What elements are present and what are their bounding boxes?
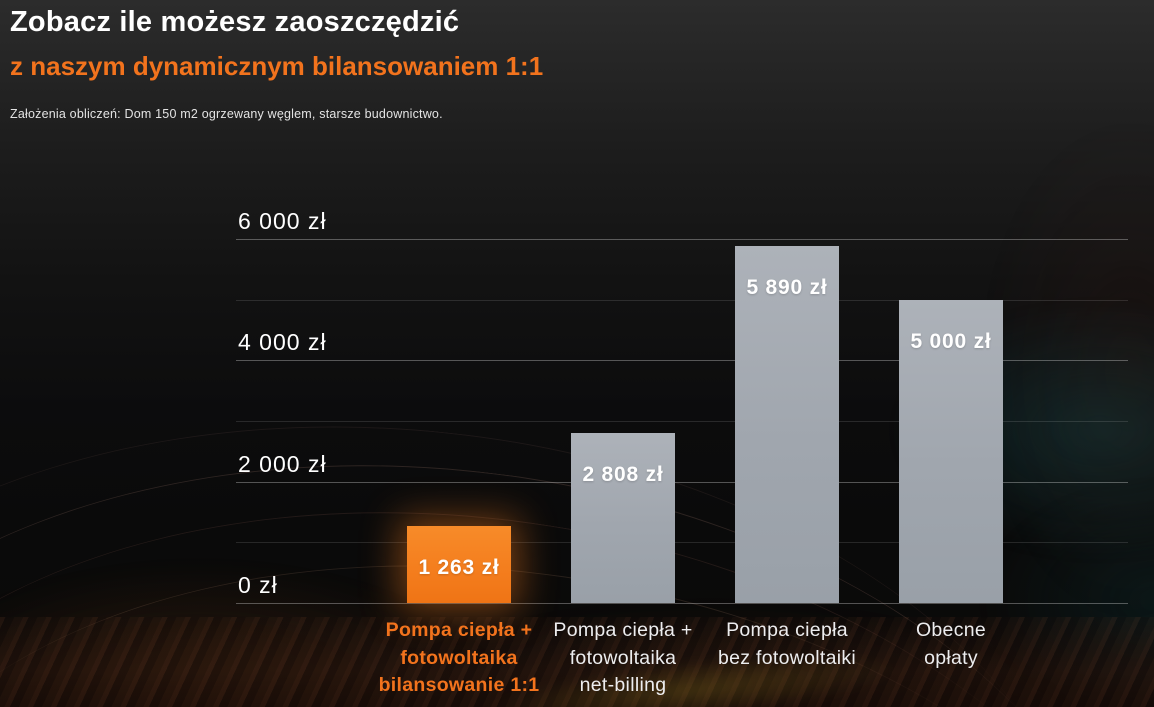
category-label-1: Pompa ciepła + fotowoltaika net-billing [553, 619, 693, 696]
gridline-minor-1000 [236, 542, 1128, 544]
bar-value-label-0: 1 263 zł [418, 556, 500, 579]
category-label-2: Pompa ciepła bez fotowoltaiki [717, 619, 857, 669]
y-tick-label-4000: 4 000 zł [238, 329, 327, 356]
y-tick-label-6000: 6 000 zł [238, 208, 327, 234]
bar-2: 5 890 zł [735, 246, 839, 603]
bar-0: 1 263 zł [407, 526, 511, 603]
gridline-2000 [236, 481, 1128, 483]
y-tick-label-2000: 2 000 zł [238, 450, 327, 477]
bar-value-label-1: 2 808 zł [582, 463, 664, 486]
page-title: Zobacz ile możesz zaoszczędzić [10, 6, 460, 38]
y-tick-label-0: 0 zł [238, 572, 278, 598]
gridline-minor-3000 [236, 421, 1128, 422]
bar-1: 2 808 zł [571, 433, 675, 603]
category-label-0: Pompa ciepła + fotowoltaika bilansowanie… [378, 619, 540, 696]
bar-value-label-3: 5 000 zł [910, 330, 992, 353]
bar-value-label-2: 5 890 zł [746, 276, 828, 299]
gridline-minor-5000 [236, 299, 1128, 301]
gridline-4000 [236, 360, 1128, 362]
page-subtitle: z naszym dynamicznym bilansowaniem 1:1 [10, 51, 544, 81]
gridline-0 [236, 603, 1128, 604]
assumptions-note: Założenia obliczeń: Dom 150 m2 ogrzewany… [10, 107, 443, 121]
bar-3: 5 000 zł [899, 300, 1003, 603]
category-label-3: Obecne opłaty [915, 619, 987, 669]
gridline-6000 [236, 239, 1128, 240]
